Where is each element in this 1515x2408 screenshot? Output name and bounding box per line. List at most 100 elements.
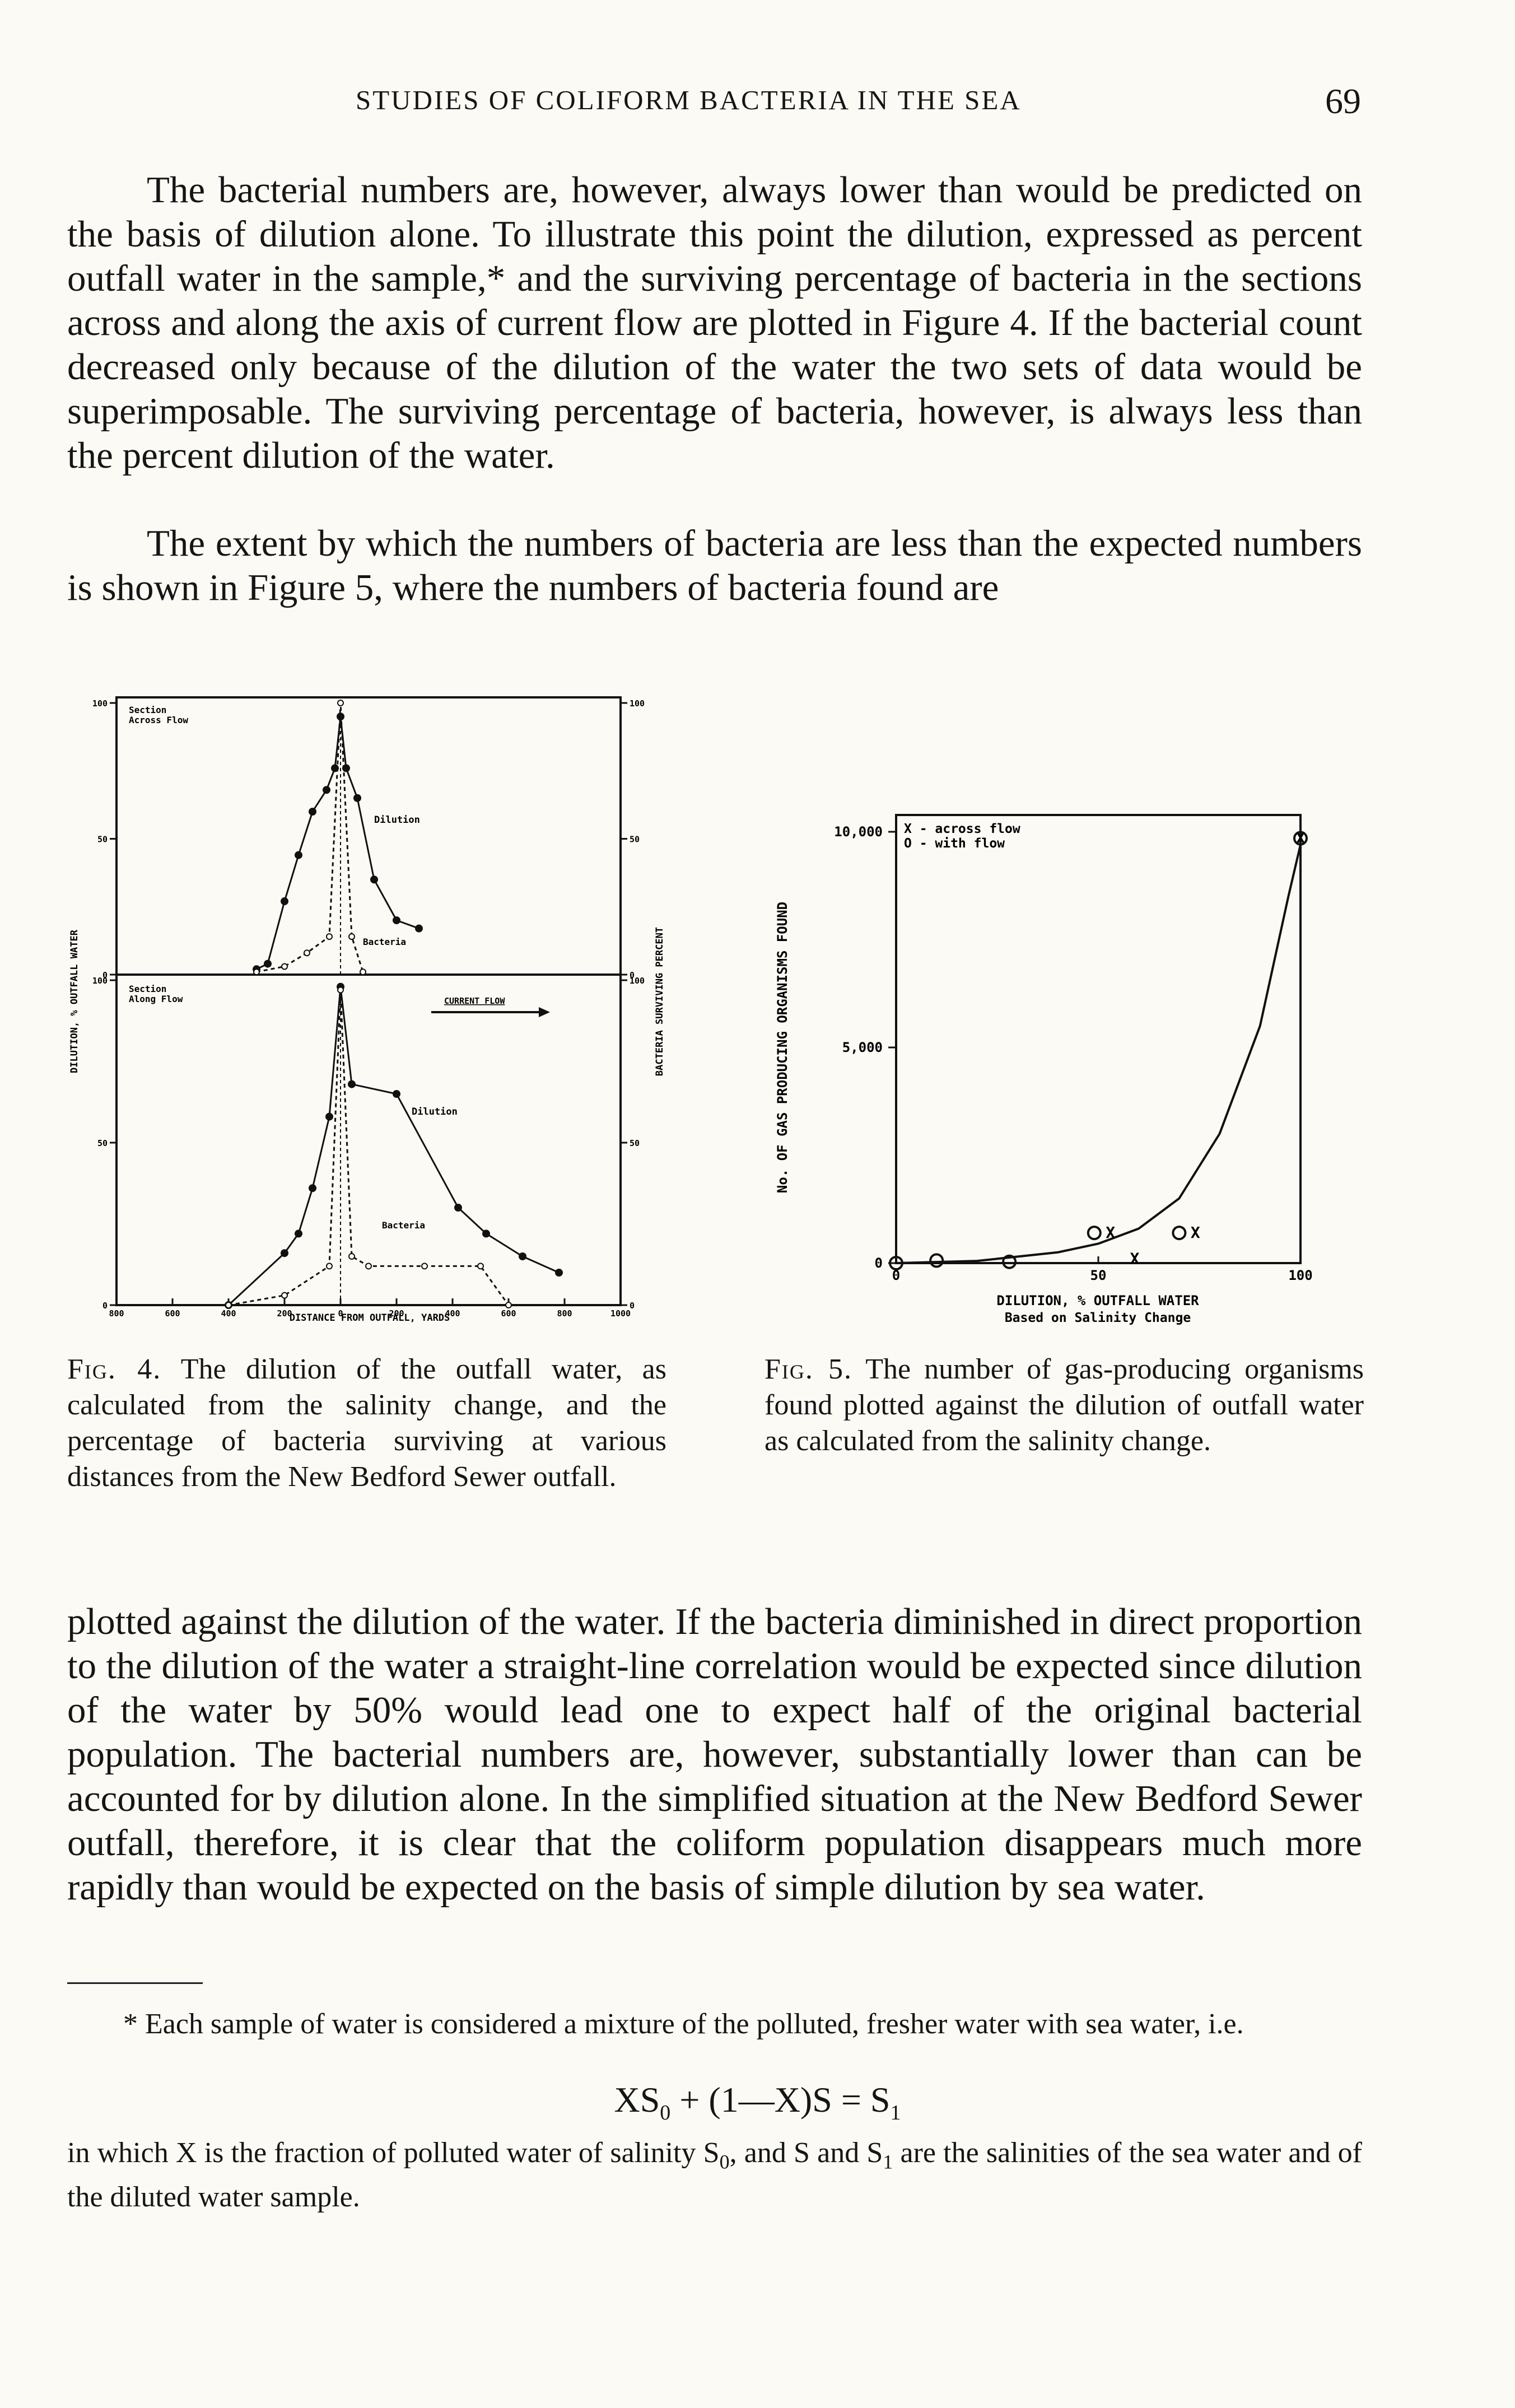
fig4-x-tick-label: 600 [165, 1308, 180, 1319]
fig4-top-bacteria-series [256, 702, 364, 973]
fig4-top-bacteria-series-point [253, 968, 260, 976]
fig4-right-tick-label: 50 [630, 1138, 640, 1148]
fig4-top-bacteria-series-point [326, 933, 333, 940]
fig4-x-tick-label: 800 [109, 1308, 124, 1319]
fig4-x-tick-label: 400 [221, 1308, 236, 1319]
fig5-x-tick-label: 50 [1090, 1268, 1107, 1283]
fig4-top-dilution-series-point [353, 794, 361, 802]
running-title: STUDIES OF COLIFORM BACTERIA IN THE SEA [356, 85, 1022, 115]
fig4-top-bacteria-series-point [337, 700, 344, 706]
fig5-x-axis-label: DILUTION, % OUTFALL WATER [996, 1293, 1199, 1308]
fig4-top-bacteria-label: Bacteria [363, 937, 406, 947]
paragraph-2: The extent by which the numbers of bacte… [67, 523, 1362, 608]
fig4-bottom-dilution-series-point [348, 1080, 356, 1088]
fig4-top-dilution-series-point [264, 960, 272, 968]
fig4-current-flow-label: CURRENT FLOW [444, 996, 505, 1006]
fig4-bottom-dilution-series-point [555, 1269, 563, 1277]
fig5-marker-o [1087, 1226, 1102, 1241]
fig5-fitted-curve [896, 844, 1302, 1264]
fig4-left-tick-label: 50 [97, 835, 108, 845]
fig5-y-tick-label: 0 [875, 1255, 883, 1271]
fig4-bottom-dilution-series-point [281, 1249, 288, 1257]
fig4-top-bacteria-series-point [348, 933, 355, 940]
figure-4: 800 600 400 200 0 200 400 600 800 1000 100 50 0 100 50… [67, 669, 700, 1342]
fig5-frame [895, 814, 1302, 1264]
fig4-top-dilution-series-point [323, 786, 330, 794]
fig4-bottom-dilution-series-point [295, 1229, 302, 1238]
footnote-text-2b: , and S and S [729, 2137, 883, 2169]
fig4-top-dilution-label: Dilution [374, 814, 420, 826]
paragraph-3: plotted against the dilution of the wate… [67, 1601, 1362, 1908]
footnote-text-2a: in which X is the fraction of polluted w… [67, 2137, 720, 2169]
fig4-right-tick-label: 100 [630, 698, 645, 709]
equation-part-1: XS [614, 2080, 660, 2120]
fig4-series [225, 700, 563, 1309]
fig5-y-tick-label: 10,000 [834, 824, 883, 840]
fig4-left-tick-label: 0 [102, 1301, 108, 1311]
fig5-x-tick-label: 0 [892, 1268, 900, 1283]
fig4-caption-text: The dilution of the outfall water, as ca… [67, 1353, 666, 1493]
fig4-top-dilution-series-point [415, 924, 423, 933]
fig5-x-tick-label: 100 [1288, 1268, 1312, 1283]
fig4-x-tick-label: 200 [277, 1308, 292, 1319]
footnote-rule [67, 1982, 203, 1984]
fig4-x-tick-label: 0 [338, 1308, 343, 1319]
fig4-bottom-dilution-series-point [454, 1204, 462, 1212]
fig5-legend-x: X - across flow [904, 822, 1020, 836]
fig5-marker-o [929, 1253, 944, 1268]
fig5-y-axis-label: No. OF GAS PRODUCING ORGANISMS FOUND [775, 902, 790, 1193]
fig4-bottom-bacteria-series-point [281, 1292, 288, 1299]
fig4-caption-label: Fig. 4. [67, 1353, 162, 1385]
fig4-bottom-bacteria-series-point [348, 1253, 355, 1260]
fig4-bottom-bacteria-series-point [421, 1263, 428, 1270]
fig4-right-tick-label: 100 [630, 976, 645, 986]
footnote-text-2: in which X is the fraction of polluted w… [67, 2135, 1362, 2215]
fig4-bottom-bacteria-series-point [365, 1263, 372, 1270]
fig4-bottom-bacteria-series [228, 989, 510, 1306]
fig4-bottom-dilution-series-point [309, 1184, 316, 1193]
fig4-top-dilution-series-point [295, 851, 302, 859]
fig4-x-tick-label: 1000 [610, 1308, 631, 1319]
fig4-top-dilution-series-point [342, 764, 350, 772]
fig4-bottom-dilution-series [227, 986, 560, 1306]
fig5-marker-x: X [1130, 1249, 1140, 1268]
fig5-marker-x: X [1191, 1223, 1200, 1242]
fig4-x-tick-label: 200 [389, 1308, 404, 1319]
fig4-bottom-bacteria-series-point [326, 1263, 333, 1270]
fig5-marker-o [1293, 831, 1308, 846]
footnote-sub-s1: 1 [883, 2150, 893, 2173]
fig4-bottom-bacteria-label: Bacteria [382, 1220, 425, 1231]
fig4-left-tick-label: 100 [92, 976, 108, 986]
fig5-caption: Fig. 5. The number of gas-producing orga… [765, 1352, 1364, 1459]
fig4-right-tick-label: 50 [630, 835, 640, 845]
page-number: 69 [1325, 81, 1361, 121]
fig4-right-axis-label: BACTERIA SURVIVING PERCENT [654, 927, 665, 1076]
fig4-bottom-bacteria-series-point [337, 986, 344, 994]
equation-part-2: + (1—X)S = S [670, 2080, 891, 2120]
footnote-text-2c: are the salinities of the sea water and … [67, 2137, 1362, 2214]
fig4-left-tick-label: 0 [102, 970, 108, 980]
fig4-top-dilution-series-point [370, 875, 378, 884]
fig4-x-axis-label: DISTANCE FROM OUTFALL, YARDS [290, 1312, 450, 1324]
fig4-frame [115, 696, 622, 1306]
figure-5-chart: 10,000 5,000 00 50 100 No. OF GAS PRODUCING … [775, 814, 1313, 1325]
fig4-x-tick-label: 600 [501, 1308, 516, 1319]
fig4-left-tick-label: 50 [97, 1138, 108, 1148]
fig5-y-tick-label: 5,000 [842, 1040, 883, 1055]
fig4-bottom-dilution-series-point [482, 1229, 490, 1238]
paragraph-1: The bacterial numbers are, however, alwa… [67, 169, 1362, 476]
fig4-bottom-dilution-series-point [393, 1090, 400, 1098]
fig4-bottom-dilution-series-point [325, 1112, 333, 1121]
fig5-marker-o [1172, 1226, 1187, 1241]
figure-5: 10,000 5,000 0 0 50 100 No. OF GAS PRODUCING … [773, 798, 1367, 1336]
fig4-top-dilution-series-point [281, 897, 288, 906]
fig4-bottom-dilution-label: Dilution [412, 1106, 458, 1117]
fig4-bottom-bacteria-series-point [505, 1302, 512, 1308]
fig4-bottom-bacteria-series-point [225, 1302, 232, 1308]
fig4-top-bacteria-series-point [281, 963, 288, 970]
fig4-right-tick-label: 0 [630, 970, 635, 980]
fig4-top-dilution-series-point [393, 916, 400, 924]
fig4-left-tick-label: 100 [92, 698, 108, 709]
fig5-marker-o [1002, 1254, 1017, 1269]
